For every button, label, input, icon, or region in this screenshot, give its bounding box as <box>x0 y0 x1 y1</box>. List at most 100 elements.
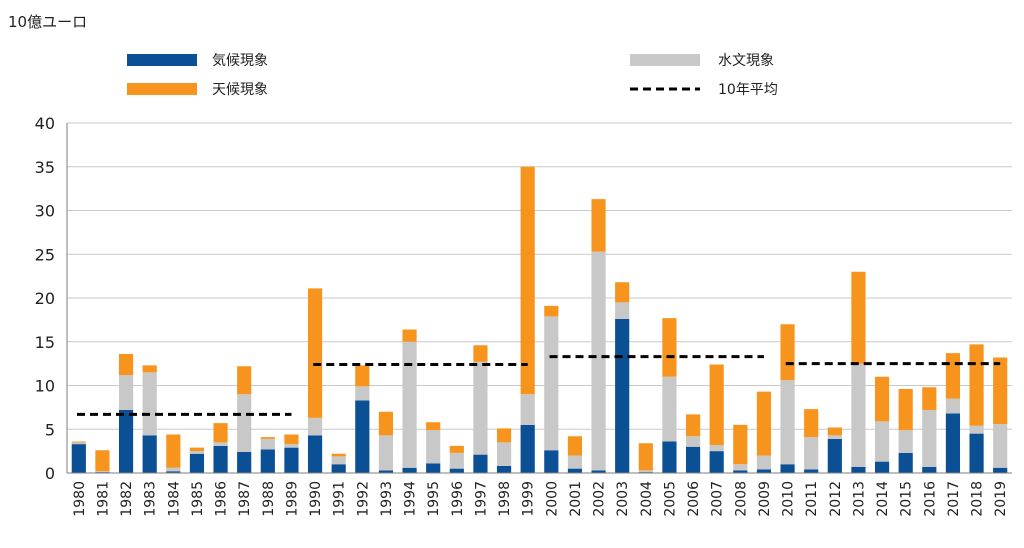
bar-segment <box>851 363 866 467</box>
bar-segment <box>237 452 252 473</box>
x-tick-label: 1985 <box>190 481 206 517</box>
x-tick-label: 1983 <box>143 481 159 517</box>
bar-segment <box>426 463 441 473</box>
bar-segment <box>874 421 890 462</box>
bar-segment <box>166 467 181 472</box>
x-tick-label: 1989 <box>284 481 300 517</box>
bar-segment <box>662 318 677 377</box>
bar-segment <box>449 452 464 469</box>
bar-segment <box>473 361 488 455</box>
x-tick-label: 2009 <box>757 481 773 517</box>
bar-segment <box>780 380 795 465</box>
bar-segment <box>638 470 653 473</box>
bar-segment <box>945 353 961 399</box>
bar-segment <box>898 452 913 473</box>
x-tick-label: 1992 <box>355 481 371 517</box>
bar-segment <box>189 451 205 454</box>
bar-segment <box>567 468 583 473</box>
bar-segment <box>426 422 441 431</box>
bar-segment <box>733 464 748 471</box>
bar-segment <box>142 435 157 473</box>
x-tick-label: 1994 <box>403 481 419 517</box>
x-tick-label: 2015 <box>899 481 915 517</box>
bar-segment <box>709 445 724 452</box>
bar-segment <box>567 436 583 456</box>
x-tick-label: 1984 <box>166 481 182 517</box>
bar-segment <box>851 271 866 364</box>
legend-label: 気候現象 <box>212 53 268 69</box>
bar-segment <box>969 425 984 434</box>
y-tick-label: 40 <box>35 114 55 133</box>
bar-segment <box>874 461 890 473</box>
bar-segment <box>662 441 677 473</box>
bar-segment <box>237 366 252 395</box>
x-tick-label: 2001 <box>568 481 584 517</box>
bar-segment <box>331 464 346 473</box>
bar-segment <box>709 451 724 473</box>
bar-segment <box>307 435 323 473</box>
bar-segment <box>378 470 394 473</box>
x-tick-label: 1981 <box>95 481 111 517</box>
x-tick-label: 2007 <box>710 481 726 517</box>
bar-segment <box>544 305 559 317</box>
bar-segment <box>284 434 299 445</box>
bar-segment <box>898 389 913 431</box>
bar-segment <box>118 410 134 473</box>
bar-segment <box>213 423 228 443</box>
bar-segment <box>638 443 653 471</box>
bar-segment <box>615 282 630 303</box>
bar-segment <box>71 441 86 443</box>
x-tick-label: 1987 <box>237 481 253 517</box>
bar-segment <box>756 455 772 470</box>
x-tick-label: 1993 <box>379 481 395 517</box>
x-tick-label: 1982 <box>119 481 135 517</box>
y-axis: 0 5 10 15 20 25 30 35 40 <box>35 114 68 483</box>
bar-segment <box>284 444 299 448</box>
bar-segment <box>378 435 394 471</box>
x-tick-label: 1996 <box>450 481 466 517</box>
bar-segment <box>922 466 937 473</box>
gridlines <box>67 122 1012 430</box>
bar-segment <box>804 409 819 438</box>
x-tick-label: 1988 <box>261 481 277 517</box>
bar-segment <box>449 445 464 453</box>
x-tick-label: 2006 <box>686 481 702 517</box>
bar-segment <box>355 400 370 473</box>
y-tick-label: 15 <box>35 333 55 352</box>
x-tick-label: 2000 <box>544 481 560 517</box>
bar-segment <box>260 449 275 473</box>
ten-year-average-lines <box>77 355 1001 416</box>
bar-segment <box>189 453 205 473</box>
bar-segment <box>922 387 937 410</box>
bar-segment <box>355 386 370 401</box>
bar-segment <box>780 464 795 473</box>
bar-segment <box>874 376 890 422</box>
x-tick-label: 2003 <box>615 481 631 517</box>
bar-segment <box>402 329 417 342</box>
bar-segment <box>898 430 913 453</box>
bar-segment <box>945 413 961 473</box>
x-tick-label: 2019 <box>993 481 1009 517</box>
bar-segment <box>331 456 346 465</box>
bar-segment <box>213 442 228 446</box>
bar-segment <box>166 434 181 468</box>
unit-label: 10億ユーロ <box>8 13 87 31</box>
bar-segment <box>827 435 842 439</box>
bar-segment <box>733 470 748 473</box>
x-tick-label: 1998 <box>497 481 513 517</box>
y-tick-label: 20 <box>35 289 55 308</box>
x-tick-label: 1990 <box>308 481 324 517</box>
bar-segment <box>118 375 134 410</box>
bar-segment <box>851 466 866 473</box>
bar-segment <box>993 357 1008 424</box>
bar-segment <box>355 365 370 387</box>
bar-segment <box>969 344 984 426</box>
x-tick-label: 1991 <box>332 481 348 517</box>
x-tick-label: 2005 <box>662 481 678 517</box>
bar-segment <box>378 411 394 436</box>
y-tick-label: 30 <box>35 202 55 221</box>
bar-segment <box>780 324 795 381</box>
x-tick-label: 2002 <box>592 481 608 517</box>
